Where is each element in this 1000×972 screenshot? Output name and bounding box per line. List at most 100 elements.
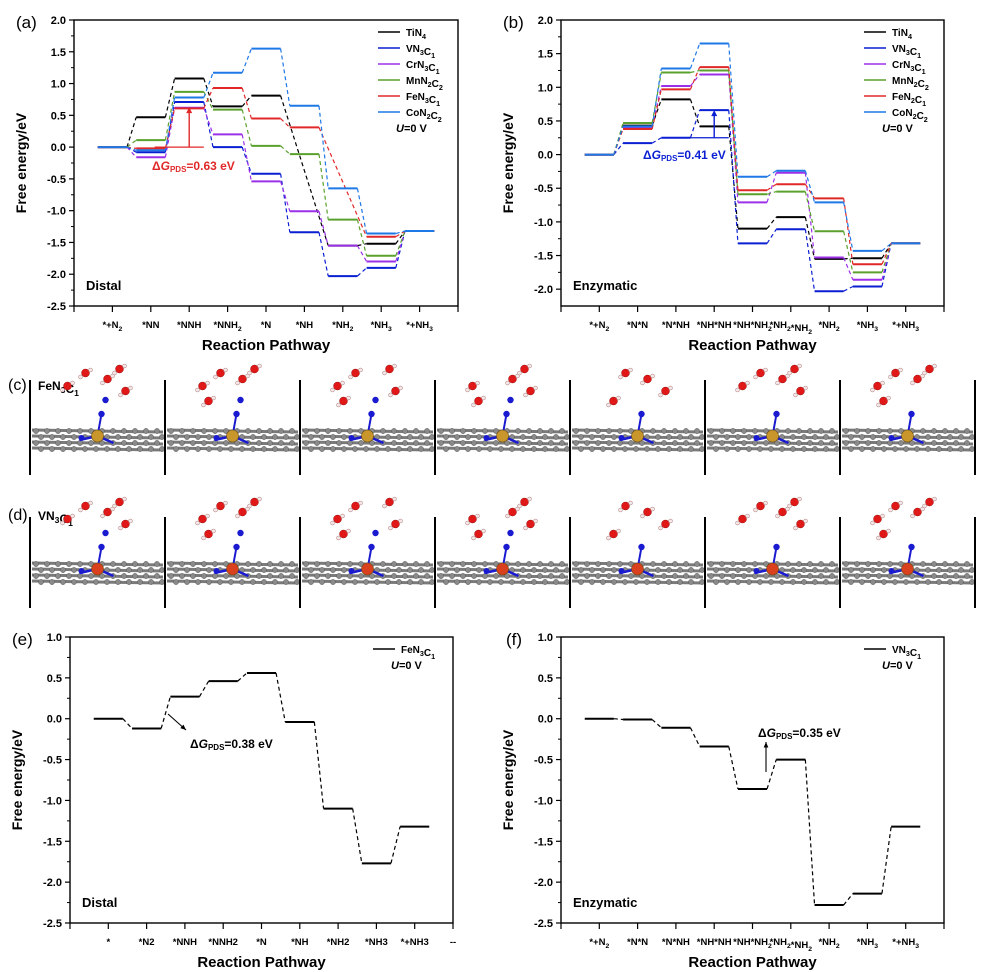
connector xyxy=(357,243,367,247)
oxygen-atom xyxy=(661,519,670,529)
nitrogen-atom xyxy=(888,568,895,574)
x-tick-label: *+N2 xyxy=(102,320,122,333)
connector xyxy=(395,230,406,257)
hydrogen-atom xyxy=(753,374,758,380)
carbon-atom xyxy=(476,567,482,573)
legend-item: MnN2C2 xyxy=(864,76,929,92)
nitrogen-atom xyxy=(753,435,760,441)
carbon-atom xyxy=(272,446,278,452)
carbon-atom xyxy=(314,428,320,434)
oxygen-atom xyxy=(913,507,922,517)
carbon-atom xyxy=(223,561,229,567)
carbon-atom xyxy=(319,567,325,573)
carbon-atom xyxy=(881,434,887,440)
carbon-atom xyxy=(201,428,207,434)
carbon-atom xyxy=(865,561,871,567)
hydrogen-atom xyxy=(876,402,881,408)
legend-label: TiN4 xyxy=(892,28,912,41)
legend-label: FeN3C1 xyxy=(406,92,440,108)
hydrogen-atom xyxy=(932,363,937,369)
carbon-atom xyxy=(476,579,482,585)
carbon-atom xyxy=(801,446,807,452)
hydrogen-atom xyxy=(876,535,881,541)
graphene-layer xyxy=(841,573,974,579)
metal-atom xyxy=(91,562,104,576)
carbon-atom xyxy=(936,567,942,573)
y-tick-label: 0.5 xyxy=(538,116,553,128)
hydrogen-atom xyxy=(880,513,885,519)
carbon-atom xyxy=(245,428,251,434)
carbon-atom xyxy=(121,561,127,567)
carbon-atom xyxy=(380,561,386,567)
hydrogen-atom xyxy=(213,507,218,513)
carbon-atom xyxy=(584,561,590,567)
carbon-atom xyxy=(402,561,408,567)
potential-label: U=0 V xyxy=(396,123,428,135)
carbon-atom xyxy=(520,434,526,440)
connector xyxy=(804,170,816,203)
carbon-atom xyxy=(71,579,77,585)
carbon-atom xyxy=(438,561,444,567)
carbon-atom xyxy=(964,440,970,446)
carbon-atom xyxy=(611,446,617,452)
carbon-atom xyxy=(661,440,667,446)
carbon-atom xyxy=(88,573,94,579)
carbon-atom xyxy=(308,446,314,452)
x-axis-label: Reaction Pathway xyxy=(688,954,817,971)
carbon-atom xyxy=(573,561,579,567)
y-tick-label: 1.0 xyxy=(47,632,62,644)
carbon-atom xyxy=(796,440,802,446)
connector xyxy=(728,746,739,790)
carbon-atom xyxy=(206,567,212,573)
carbon-atom xyxy=(843,573,849,579)
connector xyxy=(728,126,739,229)
mechanism-label: Enzymatic xyxy=(573,278,637,293)
nitrogen-atom xyxy=(237,529,244,537)
pds-annotation: ΔGPDS=0.63 eV xyxy=(152,107,235,174)
carbon-atom xyxy=(936,434,942,440)
oxygen-atom xyxy=(391,386,400,396)
carbon-atom xyxy=(936,446,942,452)
connector xyxy=(164,101,176,153)
hydrogen-atom xyxy=(201,402,206,408)
connector xyxy=(766,228,777,244)
connector xyxy=(804,217,816,260)
y-tick-label: 0.0 xyxy=(538,714,553,726)
y-axis-label: Free energy/eV xyxy=(500,112,516,213)
carbon-atom xyxy=(633,446,639,452)
carbon-atom xyxy=(429,446,435,452)
carbon-atom xyxy=(553,446,559,452)
carbon-atom xyxy=(719,561,725,567)
carbon-atom xyxy=(578,446,584,452)
carbon-atom xyxy=(325,440,331,446)
hydrogen-atom xyxy=(346,395,351,401)
legend-label: VN3C1 xyxy=(892,645,921,661)
carbon-atom xyxy=(807,428,813,434)
oxygen-atom xyxy=(738,514,747,524)
carbon-atom xyxy=(60,446,66,452)
carbon-atom xyxy=(741,428,747,434)
nitrogen-atom xyxy=(372,529,379,537)
hydrogen-atom xyxy=(886,528,891,534)
oxygen-atom xyxy=(339,529,348,539)
graphene-layer xyxy=(31,573,164,579)
carbon-atom xyxy=(688,567,694,573)
carbon-atom xyxy=(347,561,353,567)
connector xyxy=(395,230,406,245)
carbon-atom xyxy=(942,573,948,579)
structure-frame xyxy=(704,363,840,475)
carbon-atom xyxy=(143,561,149,567)
hydrogen-atom xyxy=(527,363,532,369)
metal-atom xyxy=(496,429,509,443)
hydrogen-atom xyxy=(247,503,252,509)
carbon-atom xyxy=(418,446,424,452)
connector xyxy=(881,243,892,273)
carbon-atom xyxy=(730,428,736,434)
carbon-atom xyxy=(449,573,455,579)
legend-item: CrN3C1 xyxy=(378,60,440,76)
carbon-atom xyxy=(801,434,807,440)
carbon-atom xyxy=(666,579,672,585)
nitrogen-atom xyxy=(348,435,355,441)
carbon-atom xyxy=(677,434,683,440)
carbon-atom xyxy=(573,573,579,579)
